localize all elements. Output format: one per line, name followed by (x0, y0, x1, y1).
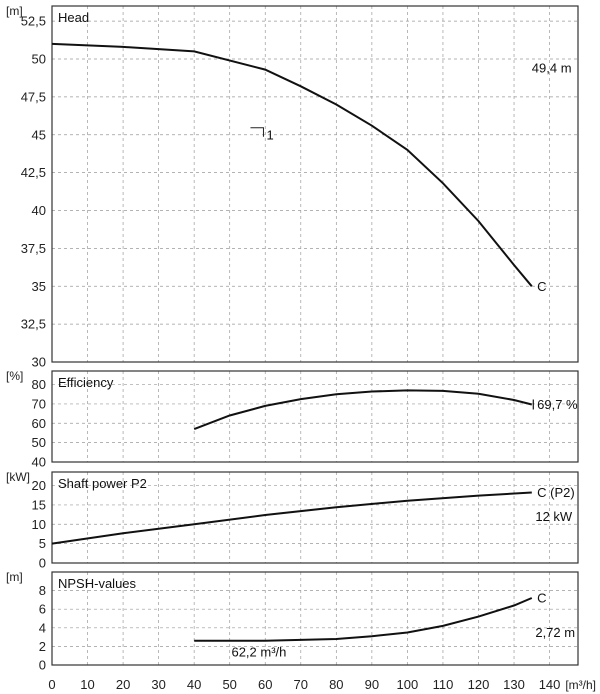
npsh-end-label: C (537, 591, 546, 606)
power-end-label: C (P2) (537, 485, 575, 500)
head-curve (51, 42, 533, 287)
head-y-tick-label: 32,5 (21, 317, 46, 332)
x-tick-label: 100 (397, 677, 419, 692)
power-panel-frame (51, 471, 579, 564)
x-tick-label: 10 (80, 677, 94, 692)
npsh-y-tick-label: 6 (39, 602, 46, 617)
npsh-y-tick-label: 0 (39, 658, 46, 673)
efficiency-unit-label: [%] (6, 369, 23, 383)
npsh-panel-frame (51, 571, 579, 666)
x-tick-label: 40 (187, 677, 201, 692)
flow-value-label: 62,2 m³/h (231, 644, 286, 659)
head-y-tick-label: 35 (32, 279, 46, 294)
head-panel-frame (51, 5, 579, 363)
curve-number-label: 1 (266, 127, 273, 142)
npsh-y-tick-label: 2 (39, 639, 46, 654)
head-y-tick-label: 30 (32, 355, 46, 370)
x-tick-label: 20 (116, 677, 130, 692)
curve-number-marker (250, 127, 264, 137)
npsh-y-tick-label: 4 (39, 620, 46, 635)
eff-value-label: 69,7 % (537, 397, 578, 412)
x-unit-label: [m³/h] (565, 678, 596, 692)
efficiency-y-tick-label: 40 (32, 455, 46, 470)
efficiency-curve (193, 389, 533, 431)
efficiency-y-tick-label: 70 (32, 396, 46, 411)
x-tick-label: 50 (222, 677, 236, 692)
power-y-tick-label: 5 (39, 536, 46, 551)
npsh-value-label: 2,72 m (535, 625, 575, 640)
x-tick-label: 80 (329, 677, 343, 692)
x-tick-label: 30 (151, 677, 165, 692)
head-y-tick-label: 45 (32, 127, 46, 142)
power-panel-title: Shaft power P2 (58, 476, 147, 491)
x-tick-label: 60 (258, 677, 272, 692)
head-value-label: 49,4 m (532, 61, 572, 76)
x-tick-label: 140 (539, 677, 561, 692)
efficiency-y-tick-label: 80 (32, 377, 46, 392)
head-y-tick-label: 42,5 (21, 165, 46, 180)
x-tick-label: 120 (468, 677, 490, 692)
efficiency-panel-title: Efficiency (58, 375, 114, 390)
power-y-tick-label: 15 (32, 497, 46, 512)
efficiency-y-tick-label: 60 (32, 416, 46, 431)
x-tick-label: 70 (294, 677, 308, 692)
head-y-tick-label: 47,5 (21, 89, 46, 104)
power-curve (51, 491, 532, 545)
npsh-curve (194, 597, 533, 642)
power-y-tick-label: 0 (39, 556, 46, 571)
x-tick-label: 110 (433, 677, 454, 692)
head-end-label: C (537, 279, 546, 294)
npsh-unit-label: [m] (6, 570, 23, 584)
x-tick-label: 0 (48, 677, 55, 692)
power-y-tick-label: 10 (32, 517, 46, 532)
head-y-tick-label: 37,5 (21, 241, 46, 256)
head-y-tick-label: 40 (32, 203, 46, 218)
power-unit-label: [kW] (6, 470, 30, 484)
x-tick-label: 90 (365, 677, 379, 692)
power-y-tick-label: 20 (32, 478, 46, 493)
efficiency-y-tick-label: 50 (32, 435, 46, 450)
head-y-tick-label: 52,5 (21, 14, 46, 29)
npsh-panel-title: NPSH-values (58, 576, 137, 591)
power-value-label: 12 kW (535, 509, 573, 524)
efficiency-panel-frame (51, 370, 579, 463)
head-panel-title: Head (58, 10, 89, 25)
head-y-tick-label: 50 (32, 52, 46, 67)
x-tick-label: 130 (503, 677, 525, 692)
head-unit-label: [m] (6, 4, 23, 18)
npsh-y-tick-label: 8 (39, 583, 46, 598)
